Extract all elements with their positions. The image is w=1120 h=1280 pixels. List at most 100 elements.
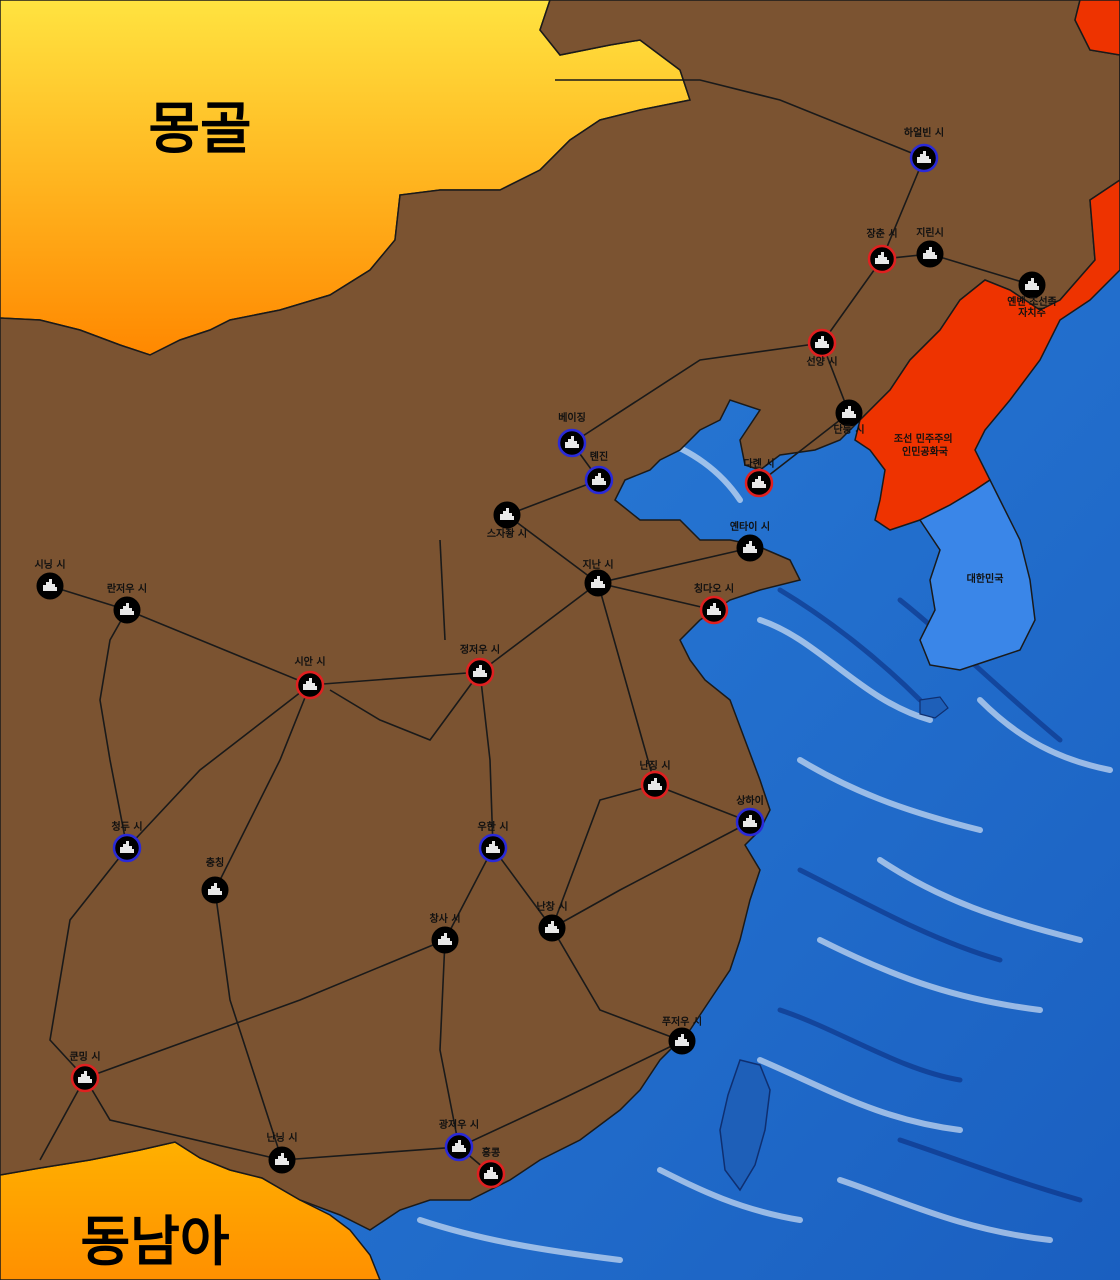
city-label: 난닝 시 (266, 1131, 297, 1144)
sea-waves (417, 437, 1113, 1263)
taiwan-island[interactable] (719, 1059, 771, 1192)
city-marker-beijing[interactable]: 베이징 (557, 411, 587, 458)
city-building-icon (565, 436, 579, 448)
city-marker-jinan[interactable]: 지난 시 (582, 558, 614, 597)
city-label: 시닝 시 (34, 558, 65, 571)
north-korea-region[interactable] (854, 55, 1120, 531)
city-building-icon (875, 252, 889, 264)
city-marker-shanghai[interactable]: 상하이 (735, 794, 765, 837)
city-building-icon (842, 406, 856, 418)
city-label: 하얼빈 시 (904, 126, 944, 139)
southeast-asia-label: 동남아 (80, 1210, 229, 1273)
north-korea-label: 조선 민주주의 인민공화국 (894, 432, 956, 458)
city-label: 쿤밍 시 (69, 1050, 100, 1063)
city-building-icon (743, 541, 757, 553)
city-marker-shenyang[interactable]: 선양 시 (806, 328, 838, 368)
city-label: 선양 시 (806, 355, 837, 368)
city-marker-changsha[interactable]: 창사 시 (429, 912, 461, 954)
city-label: 시안 시 (294, 655, 325, 668)
city-building-icon (743, 815, 757, 827)
city-label: 칭다오 시 (694, 582, 734, 595)
city-label: 청두 시 (111, 820, 142, 833)
city-label: 홍콩 (482, 1146, 500, 1159)
city-marker-guangzhou[interactable]: 광저우 시 (439, 1118, 479, 1162)
city-label: 지난 시 (582, 558, 613, 571)
city-label: 스자좡 시 (487, 527, 527, 540)
city-marker-shijiazhuang[interactable]: 스자좡 시 (487, 501, 527, 540)
city-building-icon (545, 921, 559, 933)
city-label: 난창 시 (536, 900, 567, 913)
city-building-icon (78, 1071, 92, 1083)
city-label: 옌타이 시 (730, 520, 770, 533)
city-marker-wuhan[interactable]: 우한 시 (477, 821, 509, 863)
city-building-icon (648, 778, 662, 790)
city-label: 난징 시 (639, 759, 670, 772)
city-marker-xining[interactable]: 시닝 시 (34, 558, 66, 600)
city-building-icon (120, 603, 134, 615)
city-building-icon (486, 841, 500, 853)
city-building-icon (303, 678, 317, 690)
city-marker-jilin[interactable]: 지린시 (916, 226, 944, 268)
city-building-icon (275, 1153, 289, 1165)
south-korea-region[interactable] (918, 478, 1036, 671)
city-label: 란저우 시 (107, 582, 147, 595)
city-label: 우한 시 (477, 821, 508, 833)
city-marker-yanbian[interactable]: 옌볜 조선족 자치주 (1007, 271, 1057, 319)
city-building-icon (473, 665, 487, 677)
mongolia-label: 몽골 (148, 97, 251, 162)
city-label: 충칭 (206, 856, 224, 869)
city-marker-chongqing[interactable]: 충칭 (201, 856, 229, 904)
china-region[interactable] (0, 0, 1120, 1231)
city-marker-qingdao[interactable]: 칭다오 시 (694, 582, 734, 625)
city-marker-changchun[interactable]: 장춘 시 (866, 227, 898, 274)
city-building-icon (500, 508, 514, 520)
city-label: 다롄 시 (743, 457, 774, 470)
city-marker-nanjing[interactable]: 난징 시 (639, 759, 671, 800)
city-label: 단둥 시 (833, 423, 864, 436)
jeju-island (919, 696, 949, 719)
city-label: 창사 시 (429, 912, 460, 925)
city-building-icon (707, 603, 721, 615)
city-label: 옌볜 조선족 자치주 (1007, 295, 1056, 319)
city-building-icon (1025, 278, 1039, 290)
city-building-icon (591, 576, 605, 588)
city-building-icon (815, 336, 829, 348)
south-korea-label: 대한민국 (967, 572, 1004, 585)
city-marker-xian[interactable]: 시안 시 (294, 655, 326, 700)
city-marker-hongkong[interactable]: 홍콩 (476, 1146, 506, 1189)
city-building-icon (917, 151, 931, 163)
city-label: 베이징 (558, 411, 586, 424)
city-building-icon (675, 1034, 689, 1046)
city-marker-nanchang[interactable]: 난창 시 (536, 900, 568, 942)
city-label: 톈진 (590, 450, 608, 463)
city-label: 장춘 시 (866, 227, 897, 240)
city-building-icon (592, 473, 606, 485)
city-building-icon (752, 476, 766, 488)
city-marker-dandong[interactable]: 단둥 시 (833, 399, 865, 436)
city-building-icon (438, 933, 452, 945)
city-label: 광저우 시 (439, 1118, 479, 1131)
city-marker-nanning[interactable]: 난닝 시 (266, 1131, 298, 1174)
city-building-icon (452, 1140, 466, 1152)
city-marker-dalian[interactable]: 다롄 시 (743, 457, 775, 498)
city-building-icon (208, 883, 222, 895)
city-marker-lanzhou[interactable]: 란저우 시 (107, 582, 147, 624)
city-label: 상하이 (736, 794, 764, 807)
city-label: 푸저우 시 (662, 1015, 702, 1028)
city-building-icon (120, 841, 134, 853)
city-marker-kunming[interactable]: 쿤밍 시 (69, 1050, 101, 1093)
city-marker-chengdu[interactable]: 청두 시 (111, 820, 143, 863)
city-building-icon (923, 247, 937, 259)
city-marker-zhengzhou[interactable]: 정저우 시 (460, 643, 500, 687)
city-building-icon (484, 1167, 498, 1179)
city-marker-harbin[interactable]: 하얼빈 시 (904, 126, 944, 173)
city-marker-fuzhou[interactable]: 푸저우 시 (662, 1015, 702, 1055)
city-marker-yantai[interactable]: 옌타이 시 (730, 520, 770, 562)
city-label: 지린시 (916, 226, 944, 239)
city-label: 정저우 시 (460, 643, 500, 656)
north-korea-top-sliver (1074, 0, 1120, 56)
city-marker-tianjin[interactable]: 톈진 (584, 450, 614, 495)
city-building-icon (43, 579, 57, 591)
